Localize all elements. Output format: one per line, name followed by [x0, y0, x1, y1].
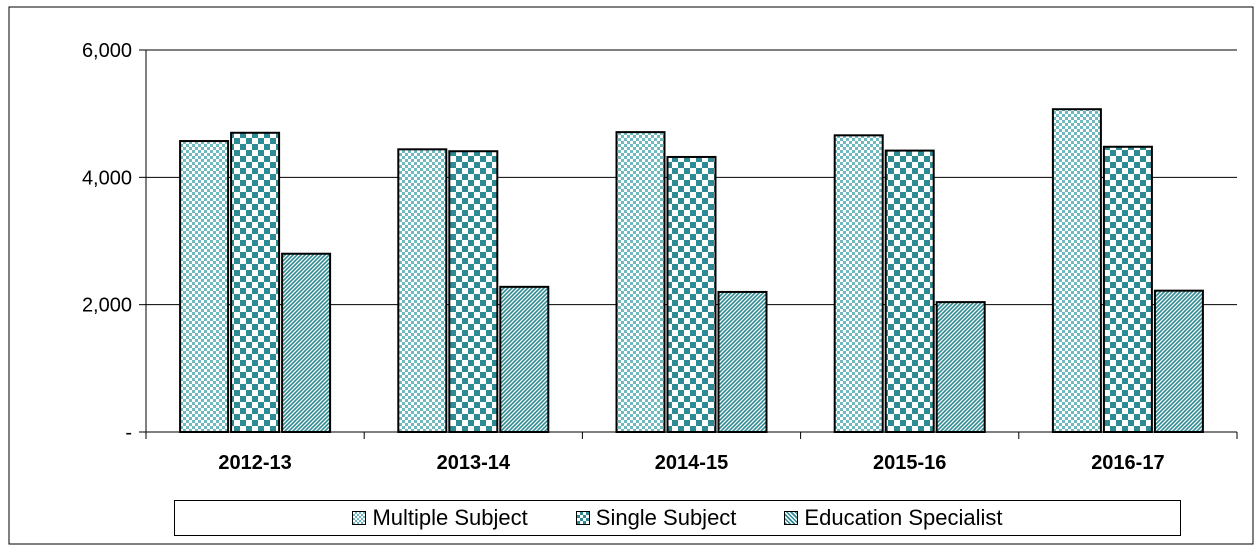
- legend-label: Single Subject: [595, 505, 737, 530]
- legend-item: Multiple Subject: [352, 505, 528, 531]
- bar: [499, 285, 550, 433]
- y-tick-label: 6,000: [82, 40, 132, 62]
- bars: [179, 108, 1204, 434]
- y-tick-label: 4,000: [82, 167, 132, 189]
- legend-swatch: [784, 511, 799, 525]
- bar: [615, 131, 666, 433]
- y-tick-label: 2,000: [82, 295, 132, 317]
- tick-labels: - 2,000 4,000 6,000 2012-13 2013-14 2014-15 201…: [82, 40, 1165, 474]
- bar: [448, 150, 499, 433]
- chart-frame: [8, 6, 1254, 545]
- y-tick-label: -: [125, 422, 132, 444]
- bar: [1102, 145, 1153, 433]
- bar: [833, 134, 884, 434]
- legend-item: Single Subject: [575, 505, 737, 531]
- bar: [935, 301, 986, 433]
- bar: [281, 252, 332, 433]
- legend-swatch: [352, 511, 367, 525]
- x-tick-label: 2014-15: [655, 452, 728, 474]
- bar: [179, 140, 230, 433]
- x-tick-label: 2015-16: [873, 452, 946, 474]
- x-tick-label: 2013-14: [437, 452, 511, 474]
- legend-label: Multiple Subject: [372, 505, 528, 530]
- bar: [884, 149, 935, 434]
- bar: [1153, 289, 1204, 433]
- x-tick-label: 2012-13: [218, 452, 291, 474]
- legend-item: Education Specialist: [784, 505, 1003, 531]
- legend-label: Education Specialist: [804, 505, 1003, 530]
- x-tick-label: 2016-17: [1091, 452, 1164, 474]
- legend: Multiple Subject Single Subject Education …: [174, 500, 1181, 536]
- bar: [230, 131, 281, 433]
- bar: [717, 290, 768, 433]
- bar: [397, 148, 448, 433]
- bar: [1051, 108, 1102, 434]
- bar: [666, 155, 717, 434]
- legend-swatch: [575, 511, 590, 525]
